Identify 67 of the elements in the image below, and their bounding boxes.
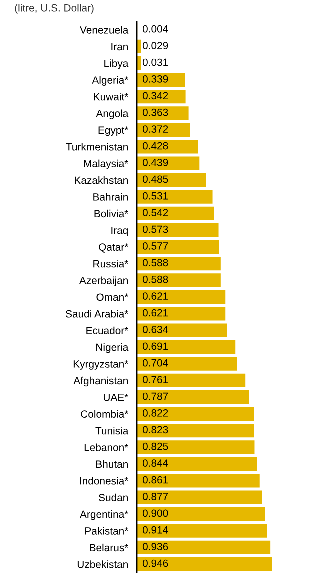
y-tick-label: Bhutan xyxy=(96,460,128,468)
data-label: 0.861 xyxy=(142,476,168,484)
data-label: 0.691 xyxy=(142,342,168,350)
y-tick-label: Argentina* xyxy=(80,510,129,520)
y-tick-label: Iran xyxy=(112,43,128,51)
data-label: 0.372 xyxy=(142,126,168,133)
data-label: 0.542 xyxy=(142,209,168,216)
y-tick-label: Kuwait* xyxy=(94,93,129,101)
data-label: 0.825 xyxy=(142,442,168,450)
chart-subtitle: (litre, U.S. Dollar) xyxy=(15,4,94,14)
data-label: 0.339 xyxy=(142,76,168,83)
data-label: 0.577 xyxy=(142,242,168,250)
data-label: 0.900 xyxy=(142,510,168,518)
data-label: 0.485 xyxy=(142,176,168,184)
y-tick-label: Qatar* xyxy=(99,244,129,253)
data-label: 0.439 xyxy=(142,159,168,166)
data-label: 0.787 xyxy=(142,392,168,400)
y-tick-label: Angola xyxy=(96,110,129,120)
y-tick-label: Kazakhstan xyxy=(75,176,128,184)
y-tick-label: Venezuela xyxy=(80,26,129,34)
data-label: 0.634 xyxy=(142,326,168,334)
data-label: 0.946 xyxy=(142,560,168,568)
y-tick-label: Saudi Arabia* xyxy=(66,310,129,318)
y-tick-label: UAE* xyxy=(104,394,129,402)
y-tick-label: Iraq xyxy=(112,227,128,236)
y-tick-label: Malaysia* xyxy=(84,160,129,170)
data-label: 0.363 xyxy=(142,108,168,116)
y-tick-label: Nigeria xyxy=(96,344,129,354)
y-tick-label: Afghanistan xyxy=(74,376,128,387)
y-tick-label: Indonesia* xyxy=(80,477,129,485)
y-tick-label: Libya xyxy=(104,60,129,70)
y-tick-label: Kyrgyzstan* xyxy=(74,360,129,370)
y-tick-label: Lebanon* xyxy=(84,444,129,452)
y-tick-label: Uzbekistan xyxy=(78,560,128,568)
data-label: 0.029 xyxy=(142,42,168,50)
data-label: 0.031 xyxy=(142,58,168,66)
data-label: 0.342 xyxy=(142,92,168,100)
y-tick-label: Bolivia* xyxy=(94,210,129,218)
data-label: 0.823 xyxy=(142,426,168,434)
data-label: 0.573 xyxy=(142,226,168,234)
y-tick-label: Tunisia xyxy=(96,427,129,435)
y-tick-label: Azerbaijan xyxy=(79,276,128,286)
data-label: 0.531 xyxy=(142,192,168,200)
y-tick-label: Sudan xyxy=(99,494,128,502)
y-tick-label: Russia* xyxy=(94,260,129,268)
y-tick-label: Bahrain xyxy=(94,193,128,201)
data-label: 0.761 xyxy=(142,376,168,384)
data-label: 0.428 xyxy=(142,142,168,150)
data-label: 0.936 xyxy=(142,543,168,550)
data-label: 0.588 xyxy=(142,276,168,284)
y-tick-label: Belarus* xyxy=(90,544,129,552)
data-label: 0.822 xyxy=(142,410,168,417)
y-tick-label: Pakistan* xyxy=(86,527,129,535)
y-tick-label: Algeria* xyxy=(92,76,129,86)
data-label: 0.621 xyxy=(142,292,168,300)
data-label: 0.914 xyxy=(142,526,168,534)
y-tick-label: Turkmenistan xyxy=(66,143,128,151)
y-tick-label: Ecuador* xyxy=(86,326,129,334)
data-label: 0.877 xyxy=(142,493,168,500)
data-label: 0.621 xyxy=(142,309,168,317)
data-label: 0.588 xyxy=(142,259,168,267)
data-label: 0.704 xyxy=(142,359,168,367)
y-tick-label: Egypt* xyxy=(98,126,129,136)
y-tick-label: Colombia* xyxy=(81,410,129,418)
data-label: 0.844 xyxy=(142,460,168,467)
y-tick-label: Oman* xyxy=(96,294,129,302)
data-label: 0.004 xyxy=(142,25,168,33)
